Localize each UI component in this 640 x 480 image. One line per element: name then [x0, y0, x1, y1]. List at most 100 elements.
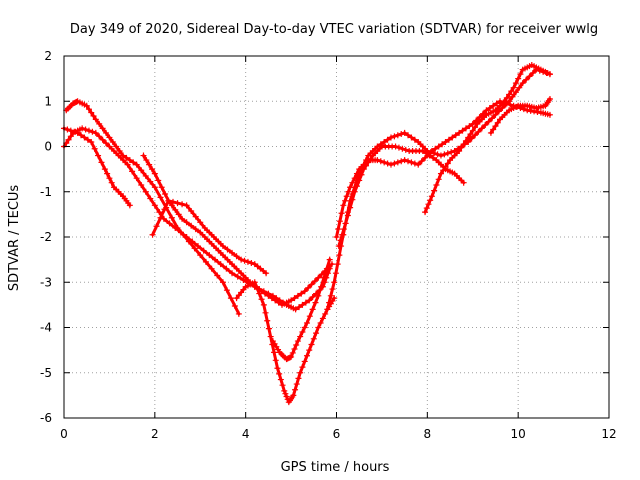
- y-tick-label: 0: [44, 140, 52, 154]
- data-marks: [61, 62, 553, 406]
- data-point-marker: [401, 157, 408, 164]
- data-point-marker: [183, 202, 190, 209]
- data-point-marker: [399, 145, 406, 152]
- data-point-marker: [318, 283, 325, 290]
- data-point-marker: [405, 158, 412, 165]
- data-point-marker: [462, 137, 469, 144]
- data-point-marker: [394, 159, 401, 166]
- data-point-marker: [217, 261, 224, 268]
- data-point-marker: [294, 338, 301, 345]
- data-point-marker: [305, 284, 312, 291]
- data-point-marker: [517, 71, 524, 78]
- data-point-marker: [95, 152, 102, 159]
- data-point-marker: [392, 143, 399, 150]
- data-point-marker: [197, 219, 204, 226]
- data-point-marker: [147, 195, 154, 202]
- data-point-marker: [336, 218, 343, 225]
- data-point-marker: [428, 148, 435, 155]
- data-point-marker: [490, 126, 497, 133]
- data-point-marker: [201, 224, 208, 231]
- data-point-marker: [433, 181, 440, 188]
- data-point-marker: [315, 292, 322, 299]
- data-point-marker: [311, 278, 318, 285]
- data-point-marker: [223, 287, 230, 294]
- data-point-marker: [276, 370, 283, 377]
- data-point-marker: [238, 270, 245, 277]
- data-point-marker: [431, 187, 438, 194]
- data-point-marker: [283, 393, 290, 400]
- data-point-marker: [299, 329, 306, 336]
- data-point-marker: [116, 148, 123, 155]
- data-point-marker: [306, 313, 313, 320]
- data-point-marker: [301, 288, 308, 295]
- data-point-marker: [103, 129, 110, 136]
- x-tick-label: 10: [511, 427, 526, 441]
- data-point-marker: [124, 161, 131, 168]
- data-point-marker: [265, 325, 272, 332]
- data-point-marker: [508, 88, 515, 95]
- data-point-marker: [442, 138, 449, 145]
- data-point-marker: [192, 226, 199, 233]
- data-point-marker: [418, 158, 425, 165]
- data-point-marker: [260, 301, 267, 308]
- data-point-marker: [456, 148, 463, 155]
- series-track-1: [61, 125, 133, 209]
- data-point-marker: [546, 111, 553, 118]
- data-point-marker: [224, 246, 231, 253]
- data-point-marker: [422, 209, 429, 216]
- data-point-marker: [206, 238, 213, 245]
- data-point-marker: [308, 341, 315, 348]
- data-point-marker: [302, 299, 309, 306]
- data-point-marker: [297, 333, 304, 340]
- data-point-marker: [310, 335, 317, 342]
- data-point-marker: [458, 144, 465, 151]
- data-point-marker: [384, 136, 391, 143]
- data-point-marker: [143, 157, 150, 164]
- data-point-marker: [165, 197, 172, 204]
- data-point-marker: [264, 317, 271, 324]
- data-point-marker: [146, 161, 153, 168]
- data-point-marker: [153, 223, 160, 230]
- data-point-marker: [306, 347, 313, 354]
- data-point-marker: [430, 154, 437, 161]
- data-point-marker: [151, 170, 158, 177]
- data-point-marker: [149, 231, 156, 238]
- x-tick-label: 12: [601, 427, 616, 441]
- data-point-marker: [289, 349, 296, 356]
- data-point-marker: [241, 257, 248, 264]
- data-point-marker: [88, 138, 95, 145]
- series-track-7: [269, 256, 333, 363]
- data-point-marker: [157, 194, 164, 201]
- data-point-marker: [339, 231, 346, 238]
- data-point-marker: [423, 205, 430, 212]
- data-point-marker: [459, 127, 466, 134]
- data-point-marker: [175, 211, 182, 218]
- data-point-marker: [277, 376, 284, 383]
- data-point-marker: [85, 127, 92, 134]
- data-point-marker: [384, 160, 391, 167]
- data-point-marker: [501, 98, 508, 105]
- data-point-marker: [473, 117, 480, 124]
- data-point-marker: [445, 136, 452, 143]
- data-point-marker: [82, 126, 89, 133]
- data-point-marker: [512, 80, 519, 87]
- data-point-marker: [419, 148, 426, 155]
- x-axis-label: GPS time / hours: [281, 460, 390, 475]
- x-tick-label: 2: [151, 427, 159, 441]
- data-point-marker: [92, 116, 99, 123]
- data-point-marker: [91, 145, 98, 152]
- data-point-marker: [344, 212, 351, 219]
- data-point-marker: [99, 125, 106, 132]
- data-point-marker: [110, 148, 117, 155]
- data-point-marker: [219, 252, 226, 259]
- data-point-marker: [343, 193, 350, 200]
- data-point-marker: [197, 229, 204, 236]
- data-point-marker: [351, 175, 358, 182]
- data-point-marker: [303, 319, 310, 326]
- series-track-4: [140, 152, 335, 308]
- data-point-marker: [529, 69, 536, 76]
- data-point-marker: [106, 134, 113, 141]
- data-point-marker: [191, 245, 198, 252]
- y-axis-label: SDTVAR / TECUs: [7, 185, 22, 292]
- data-point-marker: [202, 258, 209, 265]
